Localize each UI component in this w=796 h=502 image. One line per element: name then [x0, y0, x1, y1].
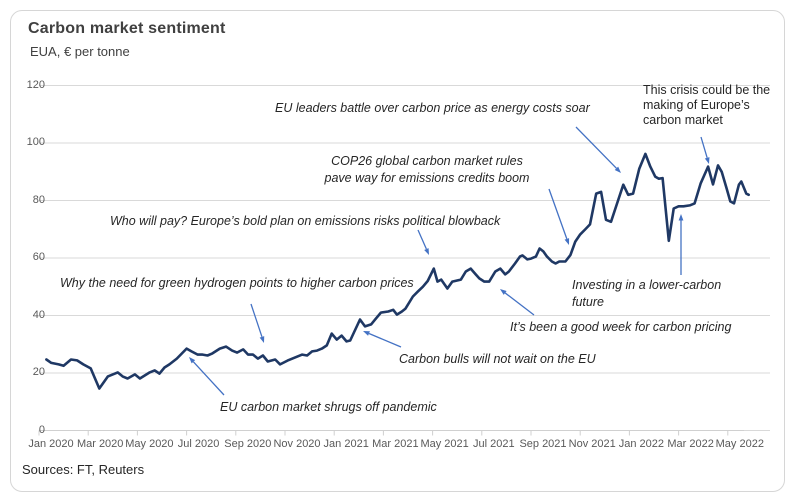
annotation-arrow-green-hydrogen	[250, 303, 263, 338]
y-tick-label: 100	[26, 136, 45, 148]
x-tick-label: Mar 2021	[372, 438, 419, 450]
y-tick-label: 20	[32, 366, 45, 378]
annotation-green-hydrogen: Why the need for green hydrogen points t…	[60, 276, 414, 290]
y-tick-label: 0	[38, 423, 45, 436]
x-tick-label: Jan 2020	[28, 438, 74, 450]
x-tick-label: Jan 2022	[618, 438, 665, 450]
y-tick-label: 120	[26, 78, 45, 91]
annotation-who-will-pay: Who will pay? Europe’s bold plan on emis…	[110, 214, 501, 228]
y-tick-label: 40	[32, 308, 45, 321]
annotation-arrowhead-green-hydrogen	[259, 336, 265, 343]
annotation-arrow-eu-leaders	[575, 126, 617, 169]
annotation-arrow-who-will-pay	[417, 229, 427, 250]
annotation-shrugs-off-pandemic: EU carbon market shrugs off pandemic	[220, 400, 437, 414]
chart-title: Carbon market sentiment	[28, 20, 226, 37]
annotation-carbon-bulls: Carbon bulls will not wait on the EU	[399, 352, 596, 366]
annotation-arrowhead-this-crisis	[704, 157, 710, 164]
annotation-good-week: It’s been a good week for carbon pricing	[510, 320, 732, 334]
x-tick-label: Sep 2020	[224, 438, 272, 450]
annotation-arrowhead-investing-lower-carbon	[678, 214, 684, 221]
x-tick-label: Sep 2021	[519, 438, 567, 450]
annotation-arrowhead-cop26	[564, 238, 570, 245]
annotation-arrowhead-good-week	[500, 289, 507, 295]
x-tick-label: Nov 2020	[273, 438, 321, 450]
annotation-arrowhead-carbon-bulls	[363, 331, 370, 336]
annotation-cop26: COP26 global carbon market rules pave way…	[324, 154, 530, 185]
x-tick-label: May 2020	[125, 438, 174, 450]
annotation-arrow-cop26	[548, 188, 568, 240]
x-tick-label: Mar 2020	[76, 438, 124, 450]
chart-frame	[10, 10, 785, 492]
source-note: Sources: FT, Reuters	[22, 462, 145, 477]
y-tick-label: 80	[32, 193, 45, 206]
x-tick-label: Mar 2022	[667, 438, 714, 450]
annotation-investing-lower-carbon: Investing in a lower-carbon future	[572, 278, 722, 309]
x-tick-label: Nov 2021	[568, 438, 616, 450]
price-line-series	[45, 152, 750, 390]
chart-subtitle: EUA, € per tonne	[30, 44, 130, 59]
x-tick-label: May 2022	[715, 438, 764, 450]
annotation-eu-leaders: EU leaders battle over carbon price as e…	[275, 101, 590, 115]
annotation-arrowhead-eu-leaders	[614, 166, 621, 173]
x-tick-label: Jan 2021	[323, 438, 369, 450]
annotation-arrowhead-who-will-pay	[424, 248, 429, 255]
annotation-arrowhead-shrugs-off-pandemic	[189, 357, 196, 364]
annotation-arrow-this-crisis	[700, 136, 708, 158]
annotation-arrow-good-week	[504, 292, 535, 316]
annotation-arrow-carbon-bulls	[368, 332, 402, 348]
x-tick-label: May 2021	[420, 438, 469, 450]
x-tick-label: Jul 2020	[177, 438, 220, 450]
x-tick-label: Jul 2021	[473, 438, 515, 450]
annotation-this-crisis: This crisis could be the making of Europe…	[643, 83, 771, 127]
annotation-arrow-shrugs-off-pandemic	[192, 361, 225, 396]
y-tick-label: 60	[32, 251, 45, 263]
